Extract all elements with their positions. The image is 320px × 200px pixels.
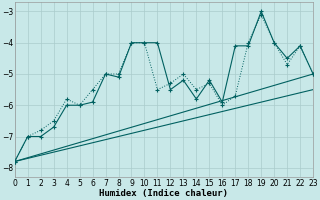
X-axis label: Humidex (Indice chaleur): Humidex (Indice chaleur) <box>100 189 228 198</box>
